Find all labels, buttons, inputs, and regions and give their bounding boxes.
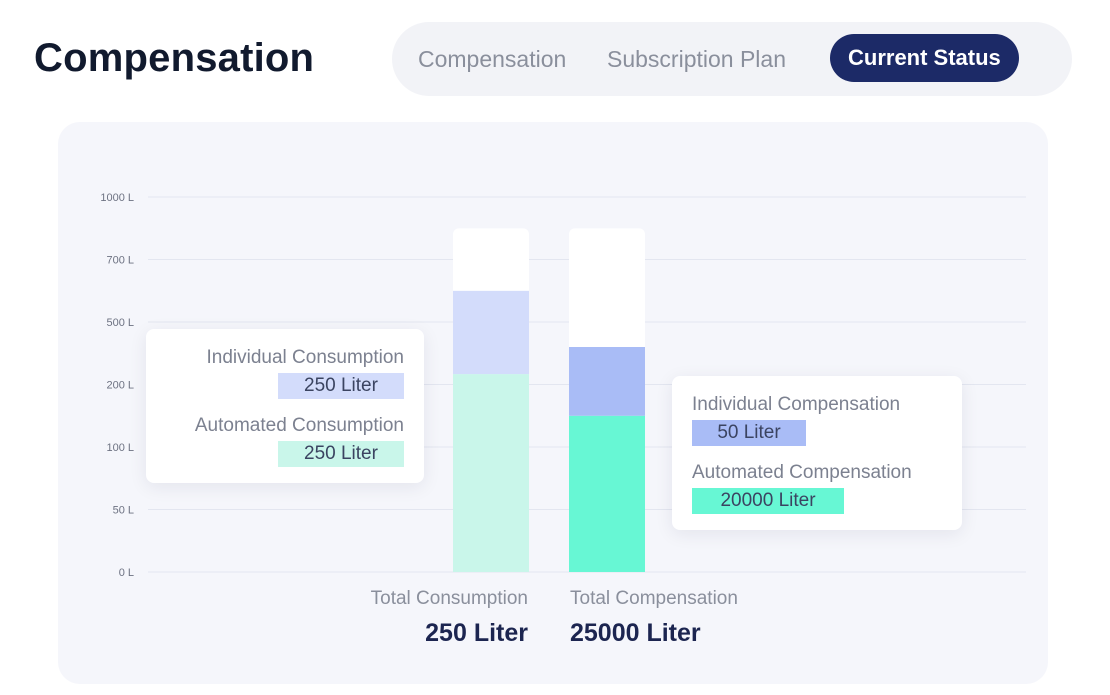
bar-segment-individual-compensation [569,347,645,416]
y-tick-label: 100 L [106,442,134,454]
y-tick-label: 200 L [106,380,134,392]
y-tick-label: 0 L [119,567,134,579]
legend-label-individual-compensation: Individual Compensation [692,394,901,415]
legend-chip-automated-consumption: 250 Liter [278,441,404,467]
bar-segment-automated-compensation [569,415,645,572]
bar-segment-remainder [453,228,529,291]
bar-segment-individual-consumption [453,290,529,375]
tab-bar: Compensation Subscription Plan Current S… [392,22,1072,96]
tab-compensation[interactable]: Compensation [418,46,567,72]
total-consumption-label: Total Consumption [370,588,528,609]
legend-label-automated-compensation: Automated Compensation [692,462,912,483]
stacked-bar-chart: 0 L 50 L 100 L 200 L 500 L 700 L 1000 L [100,192,1026,579]
total-consumption-value: 250 Liter [425,619,528,647]
compensation-legend: Individual Compensation 50 Liter Automat… [672,376,962,530]
total-compensation-value: 25000 Liter [570,619,701,647]
legend-chip-automated-compensation: 20000 Liter [692,488,844,514]
total-compensation-label: Total Compensation [570,588,738,609]
bar-segment-remainder [569,228,645,347]
bar-segment-automated-consumption [453,374,529,572]
y-tick-label: 500 L [106,317,134,329]
page-title: Compensation [34,36,315,80]
y-tick-label: 1000 L [100,192,134,204]
y-tick-label: 50 L [113,505,134,517]
tab-subscription-plan[interactable]: Subscription Plan [607,46,786,72]
legend-chip-individual-consumption: 250 Liter [278,373,404,399]
consumption-legend: Individual Consumption 250 Liter Automat… [146,329,424,483]
y-tick-label: 700 L [106,255,134,267]
chart-panel: 0 L 50 L 100 L 200 L 500 L 700 L 1000 L Indivi… [58,122,1048,684]
tab-current-status[interactable]: Current Status [830,34,1019,82]
legend-label-automated-consumption: Automated Consumption [194,415,404,436]
legend-label-individual-consumption: Individual Consumption [206,347,404,368]
legend-chip-individual-compensation: 50 Liter [692,420,806,446]
